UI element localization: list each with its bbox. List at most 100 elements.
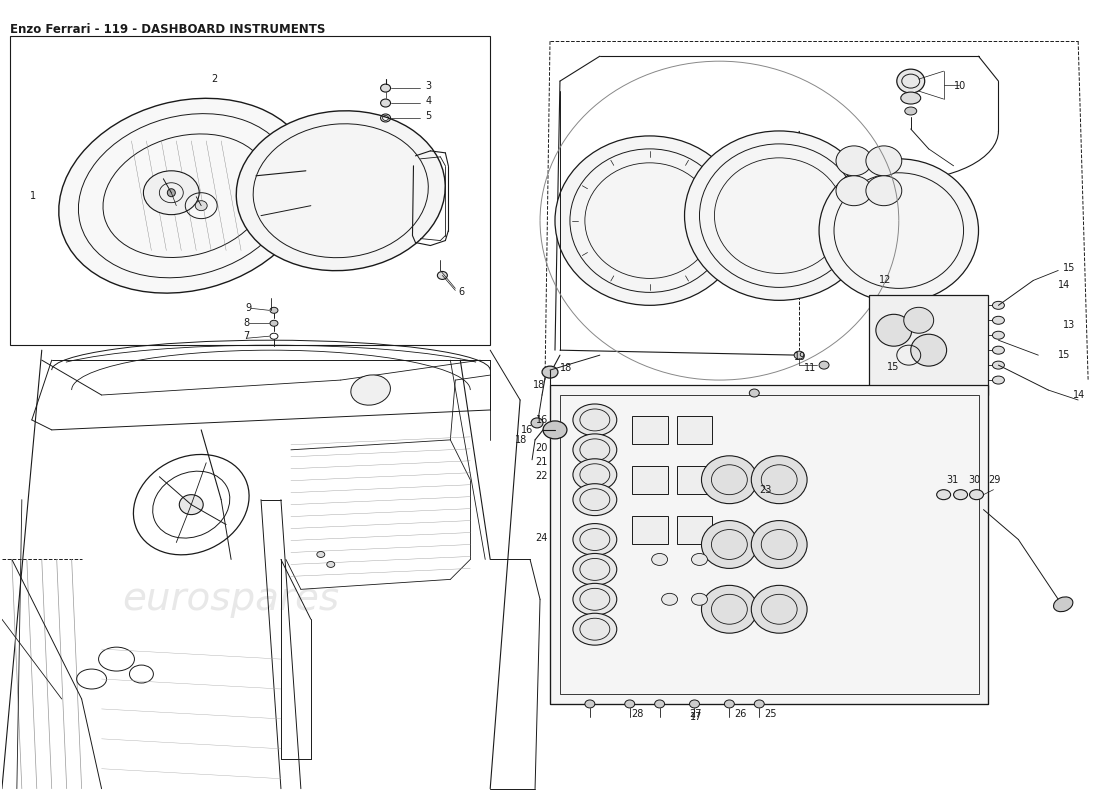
Ellipse shape: [702, 456, 757, 504]
Ellipse shape: [556, 136, 745, 306]
Text: 15: 15: [1058, 350, 1070, 360]
Ellipse shape: [381, 99, 390, 107]
Ellipse shape: [876, 314, 912, 346]
Ellipse shape: [755, 700, 764, 708]
Text: eurospares: eurospares: [122, 580, 340, 618]
Ellipse shape: [911, 334, 947, 366]
Ellipse shape: [702, 521, 757, 569]
Ellipse shape: [836, 176, 872, 206]
Ellipse shape: [901, 92, 921, 104]
Text: 30: 30: [968, 474, 981, 485]
Ellipse shape: [820, 361, 829, 369]
Text: 4: 4: [426, 96, 431, 106]
Text: 15: 15: [1064, 263, 1076, 274]
Text: 13: 13: [1064, 320, 1076, 330]
Ellipse shape: [992, 302, 1004, 310]
Text: 8: 8: [243, 318, 250, 328]
Text: 5: 5: [426, 111, 431, 121]
Text: 18: 18: [532, 380, 544, 390]
Ellipse shape: [751, 521, 807, 569]
Ellipse shape: [573, 458, 617, 490]
Ellipse shape: [954, 490, 968, 500]
Ellipse shape: [381, 84, 390, 92]
Ellipse shape: [866, 146, 902, 176]
Text: 15: 15: [887, 362, 899, 372]
Ellipse shape: [992, 376, 1004, 384]
Text: 7: 7: [243, 331, 250, 342]
Text: 17: 17: [690, 712, 702, 722]
Text: 23: 23: [759, 485, 771, 494]
Ellipse shape: [573, 484, 617, 515]
Ellipse shape: [143, 170, 199, 214]
Text: 26: 26: [735, 709, 747, 719]
Text: 12: 12: [879, 275, 891, 286]
Ellipse shape: [992, 346, 1004, 354]
Bar: [631, 466, 668, 494]
Text: 27: 27: [690, 709, 702, 719]
Text: 14: 14: [1074, 390, 1086, 400]
Text: 16: 16: [520, 425, 534, 435]
Ellipse shape: [1054, 597, 1072, 612]
Text: 31: 31: [947, 474, 959, 485]
Text: 19: 19: [794, 352, 806, 362]
Ellipse shape: [438, 271, 448, 279]
Text: 22: 22: [536, 470, 548, 481]
Ellipse shape: [904, 307, 934, 334]
Text: Enzo Ferrari - 119 - DASHBOARD INSTRUMENTS: Enzo Ferrari - 119 - DASHBOARD INSTRUMEN…: [10, 23, 326, 36]
Text: 1: 1: [30, 190, 36, 201]
Text: 25: 25: [764, 709, 777, 719]
Text: eurospares: eurospares: [681, 550, 898, 589]
Ellipse shape: [542, 366, 558, 378]
Ellipse shape: [937, 490, 950, 500]
Bar: [631, 416, 668, 444]
Text: 18: 18: [560, 363, 572, 373]
Ellipse shape: [270, 320, 278, 326]
Text: 18: 18: [515, 435, 527, 445]
Ellipse shape: [684, 131, 873, 300]
Ellipse shape: [317, 551, 324, 558]
Ellipse shape: [351, 375, 390, 405]
Text: 28: 28: [631, 709, 645, 719]
Ellipse shape: [702, 586, 757, 633]
Ellipse shape: [531, 418, 543, 428]
Ellipse shape: [896, 69, 925, 93]
Ellipse shape: [167, 189, 175, 197]
Text: 21: 21: [536, 457, 548, 466]
Bar: [560, 395, 979, 694]
Bar: [676, 515, 713, 543]
Ellipse shape: [820, 159, 979, 302]
Ellipse shape: [573, 523, 617, 555]
Ellipse shape: [836, 146, 872, 176]
Ellipse shape: [692, 594, 707, 606]
Text: 11: 11: [804, 363, 816, 373]
Ellipse shape: [725, 700, 735, 708]
Bar: [676, 416, 713, 444]
Ellipse shape: [654, 700, 664, 708]
Ellipse shape: [195, 201, 207, 210]
Bar: [10, 36, 491, 345]
Ellipse shape: [573, 404, 617, 436]
Text: 24: 24: [536, 533, 548, 542]
Ellipse shape: [992, 361, 1004, 369]
Ellipse shape: [58, 98, 314, 293]
Ellipse shape: [661, 594, 678, 606]
Text: 2: 2: [211, 74, 218, 84]
Ellipse shape: [625, 700, 635, 708]
Text: 14: 14: [1058, 280, 1070, 290]
Ellipse shape: [573, 434, 617, 466]
Ellipse shape: [573, 614, 617, 645]
Ellipse shape: [866, 176, 902, 206]
Ellipse shape: [573, 583, 617, 615]
Bar: [676, 466, 713, 494]
Ellipse shape: [543, 421, 566, 439]
Bar: [869, 295, 989, 395]
Ellipse shape: [573, 554, 617, 586]
Ellipse shape: [690, 700, 700, 708]
Ellipse shape: [179, 494, 204, 514]
Ellipse shape: [585, 700, 595, 708]
Ellipse shape: [692, 554, 707, 566]
Ellipse shape: [327, 562, 334, 567]
Text: 20: 20: [536, 443, 548, 453]
Ellipse shape: [651, 554, 668, 566]
Ellipse shape: [969, 490, 983, 500]
